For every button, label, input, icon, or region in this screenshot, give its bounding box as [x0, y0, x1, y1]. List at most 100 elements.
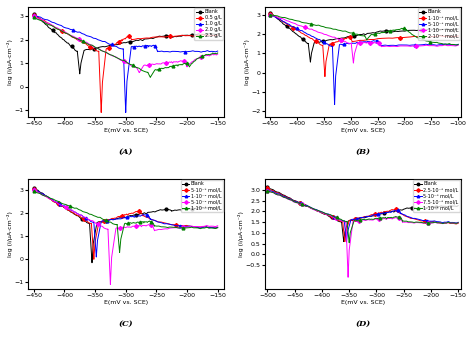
Blank — [31, 186, 36, 190]
5·10⁻⁶ mol/L — [456, 220, 461, 224]
2.5 g/L — [215, 51, 220, 55]
Text: (B): (B) — [355, 148, 370, 156]
7.5·10⁻⁶ mol/L — [264, 189, 270, 193]
Blank — [413, 206, 419, 210]
5·10⁻⁵ mol/L — [31, 187, 36, 191]
0.5 g/L — [92, 48, 98, 52]
Line: Blank: Blank — [266, 186, 460, 243]
2.0 g/L — [198, 55, 204, 59]
1·10⁻⁵ mol/L — [399, 217, 404, 221]
5·10⁻³ mol/L — [306, 32, 311, 36]
2.5 g/L — [172, 64, 177, 68]
Line: 2.5 g/L: 2.5 g/L — [32, 16, 219, 79]
5·10⁻⁶ mol/L — [412, 216, 418, 220]
Line: 5·10⁻⁶ mol/L: 5·10⁻⁶ mol/L — [266, 188, 460, 243]
Line: 0.5 g/L: 0.5 g/L — [32, 13, 219, 114]
Blank — [308, 60, 313, 64]
Blank — [264, 185, 270, 189]
2.5·10⁻⁶ mol/L — [342, 240, 347, 244]
1·10⁻² mol/L — [317, 31, 323, 35]
Blank — [341, 240, 346, 244]
0.5 g/L — [71, 36, 77, 40]
7.5·10⁻⁶ mol/L — [425, 221, 430, 225]
2.0 g/L — [191, 58, 197, 62]
Blank — [215, 205, 220, 209]
1·10⁻³ mol/L — [110, 222, 116, 226]
Y-axis label: log (i/μA·cm⁻²): log (i/μA·cm⁻²) — [244, 39, 250, 85]
1.0 g/L — [123, 111, 128, 115]
Y-axis label: log (i/μA·cm⁻²): log (i/μA·cm⁻²) — [7, 39, 13, 85]
2.5·10⁻⁶ mol/L — [375, 211, 381, 215]
2·10⁻² mol/L — [425, 39, 431, 43]
1·10⁻³ mol/L — [456, 34, 461, 38]
1·10⁻³ mol/L — [117, 250, 122, 254]
5·10⁻³ mol/L — [332, 102, 337, 106]
2.5·10⁻⁶ mol/L — [456, 221, 461, 225]
1·10⁻³ mol/L — [348, 37, 354, 41]
Blank — [190, 207, 195, 211]
1·10⁻² mol/L — [351, 61, 356, 65]
1·10⁻³ mol/L — [317, 42, 323, 47]
5·10⁻³ mol/L — [412, 43, 418, 47]
1·10⁻³ mol/L — [82, 210, 88, 214]
Blank — [215, 32, 220, 36]
Line: Blank: Blank — [32, 187, 219, 264]
5·10⁻³ mol/L — [376, 41, 382, 45]
Text: (D): (D) — [355, 320, 371, 328]
2·10⁻² mol/L — [401, 26, 407, 30]
Blank — [168, 34, 173, 38]
Blank — [190, 33, 195, 37]
Blank — [456, 27, 461, 31]
Blank — [31, 12, 36, 16]
1.0 g/L — [154, 47, 159, 51]
1.0 g/L — [143, 44, 149, 48]
Line: 1·10⁻³ mol/L: 1·10⁻³ mol/L — [269, 12, 460, 78]
Line: 5·10⁻³ mol/L: 5·10⁻³ mol/L — [269, 13, 460, 106]
5·10⁻⁶ mol/L — [424, 219, 429, 223]
Blank — [89, 261, 95, 265]
Blank — [137, 212, 142, 216]
Line: 5·10⁻⁴ mol/L: 5·10⁻⁴ mol/L — [32, 189, 219, 286]
1·10⁻² mol/L — [344, 41, 350, 45]
5·10⁻⁵ mol/L — [139, 211, 145, 215]
1·10⁻³ mol/L — [300, 31, 305, 35]
0.5 g/L — [150, 35, 155, 39]
1·10⁻⁵ mol/L — [456, 221, 461, 225]
7.5·10⁻⁶ mol/L — [339, 219, 345, 223]
Blank — [384, 211, 390, 215]
1.0 g/L — [215, 49, 220, 53]
Y-axis label: log (i/μA·cm⁻²): log (i/μA·cm⁻²) — [7, 211, 13, 257]
5·10⁻⁴ mol/L — [215, 224, 220, 228]
2.5 g/L — [199, 54, 205, 58]
1·10⁻⁴ mol/L — [146, 215, 152, 219]
5·10⁻⁵ mol/L — [66, 209, 72, 213]
Blank — [456, 204, 461, 208]
Blank — [303, 41, 309, 45]
1·10⁻³ mol/L — [322, 74, 328, 79]
1·10⁻⁴ mol/L — [127, 215, 132, 219]
1·10⁻² mol/L — [413, 44, 419, 48]
2·10⁻² mol/L — [267, 12, 273, 17]
X-axis label: E(mV vs. SCE): E(mV vs. SCE) — [104, 128, 148, 133]
2.0 g/L — [165, 60, 171, 64]
2.5·10⁻⁶ mol/L — [336, 219, 342, 223]
Blank — [72, 48, 78, 52]
Blank — [418, 28, 424, 32]
Line: 5·10⁻⁵ mol/L: 5·10⁻⁵ mol/L — [32, 188, 219, 261]
Y-axis label: log (i/μA·cm⁻²): log (i/μA·cm⁻²) — [238, 211, 244, 257]
1·10⁻⁴ mol/L — [178, 224, 183, 228]
5·10⁻⁶ mol/L — [397, 210, 403, 214]
2·10⁻² mol/L — [388, 29, 393, 33]
2.5·10⁻⁶ mol/L — [410, 216, 416, 220]
1·10⁻⁴ mol/L — [88, 219, 93, 223]
2.0 g/L — [137, 71, 142, 75]
7.5·10⁻⁶ mol/L — [379, 217, 384, 221]
1·10⁻² mol/L — [377, 42, 383, 47]
2.5 g/L — [147, 75, 153, 79]
2.5 g/L — [101, 50, 107, 54]
1·10⁻⁴ mol/L — [164, 222, 169, 226]
5·10⁻⁵ mol/L — [86, 220, 91, 224]
Line: 2.5·10⁻⁶ mol/L: 2.5·10⁻⁶ mol/L — [266, 187, 460, 243]
5·10⁻³ mol/L — [359, 40, 365, 44]
Line: 7.5·10⁻⁶ mol/L: 7.5·10⁻⁶ mol/L — [266, 189, 460, 279]
